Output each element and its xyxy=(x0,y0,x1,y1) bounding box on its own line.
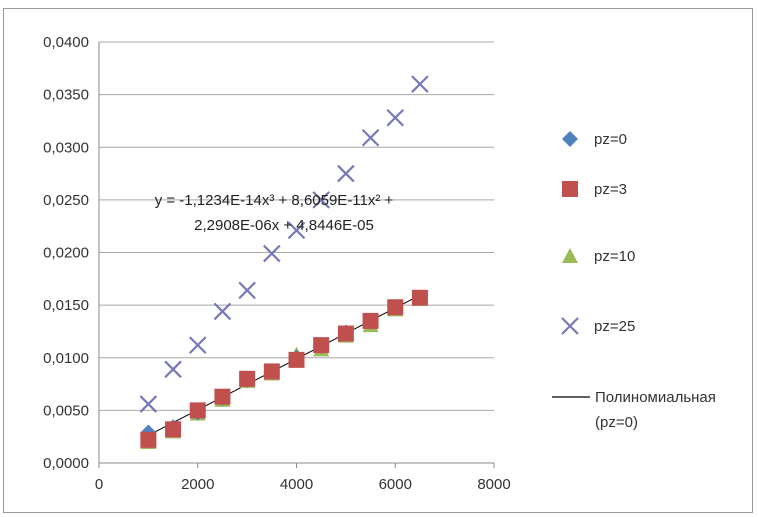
chart-frame: 0,0000 0,0050 0,0100 0,0150 0,0200 0,0250 0,03… xyxy=(3,8,753,513)
legend-marker-pz=3 xyxy=(562,181,578,197)
point-pz=3 xyxy=(288,351,305,368)
trendline-equation-line1: y = -1,1234E-14x³ + 8,6059E-11x² + xyxy=(155,192,394,209)
point-pz=25 xyxy=(337,164,355,183)
y-tick-label: 0,0250 xyxy=(43,192,89,209)
y-tick-label: 0,0050 xyxy=(43,402,89,419)
legend-label-pz=3: pz=3 xyxy=(594,181,627,198)
marker-stroke xyxy=(263,244,281,263)
axes: 0,0000 0,0050 0,0100 0,0150 0,0200 0,0250 0,03… xyxy=(43,34,511,493)
y-tick-label: 0,0300 xyxy=(43,139,89,156)
x-tick-label: 6000 xyxy=(379,476,412,493)
point-pz=25 xyxy=(139,395,158,413)
marker-stroke xyxy=(337,164,355,183)
y-tick-label: 0,0200 xyxy=(43,245,89,262)
marker-stroke xyxy=(561,317,579,335)
y-tick-label: 0,0150 xyxy=(43,297,89,314)
point-pz=3 xyxy=(337,325,354,342)
point-pz=25 xyxy=(411,75,429,93)
scatter-chart: 0,0000 0,0050 0,0100 0,0150 0,0200 0,0250 0,03… xyxy=(43,34,716,493)
y-tick-label: 0,0000 xyxy=(43,455,89,472)
legend-label-pz=10: pz=10 xyxy=(594,248,635,265)
point-pz=3 xyxy=(239,370,256,387)
gridlines xyxy=(99,41,494,411)
point-pz=3 xyxy=(313,337,330,354)
point-pz=25 xyxy=(361,128,380,147)
point-pz=25 xyxy=(312,191,330,209)
legend-marker-pz=25 xyxy=(561,317,579,335)
legend-label-pz=25: pz=25 xyxy=(594,318,635,335)
legend-label-trendline-line2: (pz=0) xyxy=(595,414,638,431)
marker-stroke xyxy=(238,281,256,300)
legend-marker-pz=0 xyxy=(562,131,578,147)
y-tick-label: 0,0100 xyxy=(43,350,89,367)
legend-marker-pz=10 xyxy=(562,248,578,263)
x-tick-label: 2000 xyxy=(181,476,214,493)
marker-stroke xyxy=(287,221,306,240)
point-pz=25 xyxy=(263,244,281,263)
data-points xyxy=(139,75,429,449)
legend-label-trendline-line1: Полиномиальная xyxy=(595,389,716,406)
y-tick-label: 0,0400 xyxy=(43,34,89,51)
point-pz=3 xyxy=(165,421,182,438)
point-pz=3 xyxy=(189,402,206,419)
point-pz=25 xyxy=(188,336,207,354)
marker-stroke xyxy=(164,360,182,379)
point-pz=3 xyxy=(387,299,404,316)
y-tick-label: 0,0350 xyxy=(43,87,89,104)
point-pz=3 xyxy=(263,363,280,380)
trendline-equation-line2: 2,2908E-06x + 4,8446E-05 xyxy=(194,217,374,234)
point-pz=25 xyxy=(386,109,405,127)
point-pz=3 xyxy=(140,431,157,448)
trendline-group xyxy=(148,294,421,436)
point-pz=25 xyxy=(287,221,306,240)
legend: pz=0 pz=3 pz=10 pz=25 Полиномиальная (pz=0) xyxy=(552,131,716,431)
point-pz=3 xyxy=(214,388,231,405)
marker-stroke xyxy=(139,395,158,413)
point-pz=25 xyxy=(164,360,182,379)
marker-stroke xyxy=(361,128,380,147)
marker-stroke xyxy=(386,109,405,127)
marker-stroke xyxy=(411,75,429,93)
x-tick-label: 0 xyxy=(95,476,103,493)
point-pz=3 xyxy=(411,289,428,306)
point-pz=3 xyxy=(362,312,379,329)
x-tick-label: 4000 xyxy=(280,476,313,493)
legend-label-pz=0: pz=0 xyxy=(594,131,627,148)
x-tick-label: 8000 xyxy=(477,476,510,493)
point-pz=25 xyxy=(238,281,256,300)
marker-stroke xyxy=(312,191,330,209)
trendline xyxy=(148,294,421,436)
marker-stroke xyxy=(188,336,207,354)
marker-stroke xyxy=(213,302,232,321)
point-pz=25 xyxy=(213,302,232,321)
